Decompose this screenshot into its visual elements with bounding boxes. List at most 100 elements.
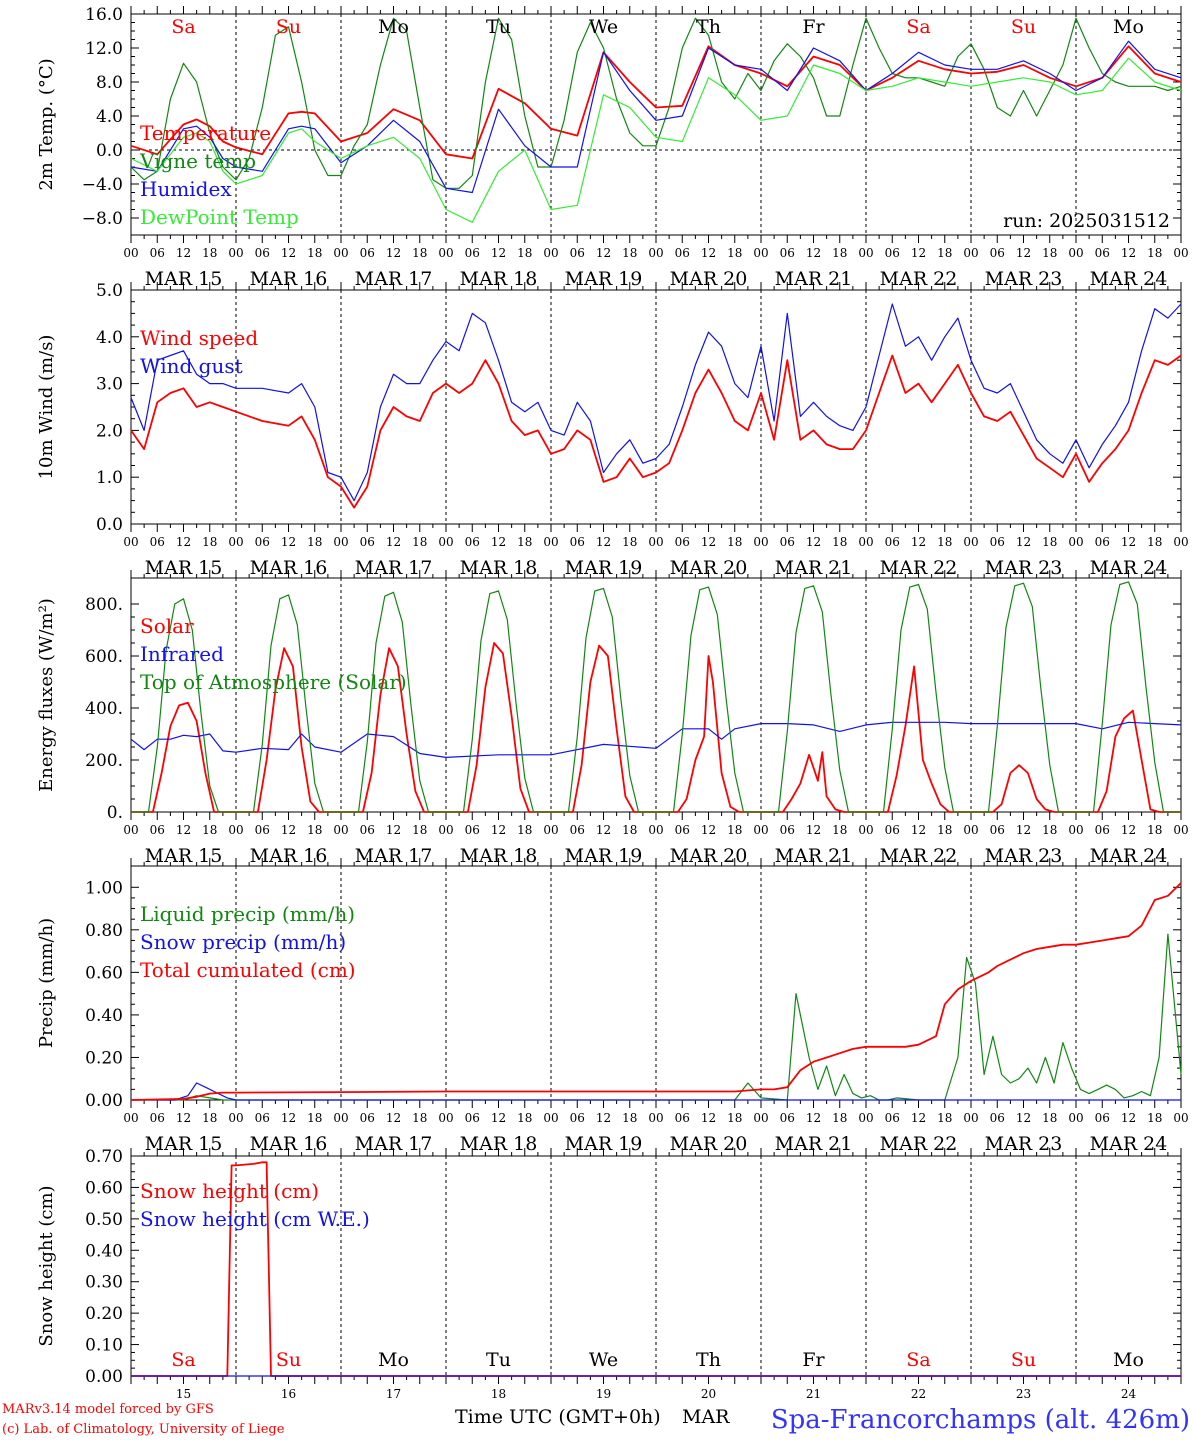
hour-tick-label: 12 [596, 535, 611, 549]
weekday-label: We [589, 16, 618, 38]
hour-tick-label: 06 [1095, 535, 1110, 549]
legend-entry: DewPoint Temp [140, 205, 299, 229]
legend-entry: Wind speed [140, 326, 258, 350]
hour-tick-label: 06 [885, 246, 900, 260]
y-tick-label: 2.0 [96, 421, 123, 441]
date-label: MAR 18 [460, 557, 538, 579]
hour-tick-label: 18 [727, 823, 742, 837]
date-label: MAR 24 [1090, 1133, 1168, 1155]
date-label: MAR 19 [565, 1133, 643, 1155]
date-label: MAR 23 [985, 1133, 1063, 1155]
hour-tick-label: 00 [438, 823, 453, 837]
legend-entry: Snow height (cm) [140, 1179, 319, 1203]
hour-tick-label: 18 [1147, 1111, 1162, 1125]
date-label: MAR 20 [670, 557, 748, 579]
date-label: MAR 18 [460, 845, 538, 867]
date-label: MAR 15 [145, 557, 223, 579]
hour-tick-label: 06 [990, 823, 1005, 837]
series-line-vigne-temp [130, 17, 1182, 189]
hour-tick-label: 00 [543, 535, 558, 549]
hour-tick-label: 12 [1016, 535, 1031, 549]
hour-tick-label: 00 [963, 535, 978, 549]
hour-tick-label: 18 [517, 535, 532, 549]
hour-tick-label: 00 [648, 535, 663, 549]
y-tick-label: 0.40 [85, 1241, 123, 1261]
date-label: MAR 19 [565, 557, 643, 579]
hour-tick-label: 12 [701, 1111, 716, 1125]
legend-entry: Wind gust [140, 354, 243, 378]
legend-entry: Vigne temp [139, 149, 256, 173]
hour-tick-label: 12 [491, 246, 506, 260]
hour-tick-label: 06 [990, 246, 1005, 260]
hour-tick-label: 18 [622, 823, 637, 837]
weekday-label: Th [696, 1349, 721, 1371]
date-label: MAR 24 [1090, 557, 1168, 579]
legend-entry: Top of Atmosphere (Solar) [140, 670, 407, 694]
station-label: Spa-Francorchamps (alt. 426m) [771, 1405, 1190, 1435]
chart-panel-3: 0. 200. 400. 600. 800. Energy fluxes (W/m²) So… [36, 570, 1189, 867]
hour-tick-label: 06 [570, 1111, 585, 1125]
series-line-snow-precip-mm-h [131, 1082, 1181, 1101]
hour-tick-label: 12 [911, 823, 926, 837]
y-tick-label: 400. [85, 699, 123, 719]
hour-tick-label: 06 [465, 246, 480, 260]
weekday-label: Su [276, 16, 301, 38]
hour-tick-label: 06 [150, 823, 165, 837]
y-tick-label: 0.20 [85, 1048, 123, 1068]
day-number-label: 23 [1016, 1387, 1031, 1401]
hour-tick-label: 00 [543, 823, 558, 837]
hour-tick-label: 06 [675, 535, 690, 549]
chart-panel-5: 0.00 0.10 0.20 0.30 0.40 0.50 0.60 0.70 Snow hei… [36, 1147, 1182, 1401]
weekday-label: Sa [906, 1349, 930, 1371]
legend-entry: Snow precip (mm/h) [140, 930, 346, 954]
chart-panel-2: 0.0 1.0 2.0 3.0 4.0 5.0 10m Wind (m/s) Wind spe… [36, 281, 1189, 579]
date-label: MAR 18 [460, 268, 538, 290]
hour-tick-label: 00 [963, 1111, 978, 1125]
weekday-label: Fr [802, 16, 825, 38]
hour-tick-label: 00 [123, 535, 138, 549]
y-tick-label: 0.60 [85, 963, 123, 983]
weekday-label: Tu [486, 16, 511, 38]
y-axis-label: Snow height (cm) [36, 1185, 57, 1346]
hour-tick-label: 18 [622, 535, 637, 549]
hour-tick-label: 06 [780, 823, 795, 837]
hour-tick-label: 06 [360, 535, 375, 549]
hour-tick-label: 18 [1147, 535, 1162, 549]
model-credit-line1: MARv3.14 model forced by GFS [2, 1402, 214, 1417]
hour-tick-label: 00 [228, 823, 243, 837]
legend-entry: Infrared [140, 642, 224, 666]
hour-tick-label: 00 [648, 823, 663, 837]
hour-tick-label: 18 [202, 823, 217, 837]
date-label: MAR 19 [565, 845, 643, 867]
hour-tick-label: 06 [570, 246, 585, 260]
hour-tick-label: 18 [727, 535, 742, 549]
hour-tick-label: 18 [1147, 246, 1162, 260]
hour-tick-label: 12 [491, 823, 506, 837]
hour-tick-label: 00 [1068, 246, 1083, 260]
y-tick-label: 1.00 [85, 878, 123, 898]
hour-tick-label: 00 [963, 246, 978, 260]
month-label: MAR [682, 1406, 730, 1428]
hour-tick-label: 18 [1042, 823, 1057, 837]
hour-tick-label: 06 [360, 246, 375, 260]
date-label: MAR 20 [670, 845, 748, 867]
series-line-dewpoint-temp [130, 57, 1182, 223]
hour-tick-label: 06 [1095, 1111, 1110, 1125]
y-tick-label: 5.0 [96, 281, 123, 301]
hour-tick-label: 06 [150, 246, 165, 260]
y-tick-label: 200. [85, 751, 123, 771]
hour-tick-label: 18 [832, 246, 847, 260]
hour-tick-label: 18 [517, 1111, 532, 1125]
hour-tick-label: 06 [990, 1111, 1005, 1125]
hour-tick-label: 00 [1068, 535, 1083, 549]
legend-entry: Total cumulated (cm) [140, 958, 356, 982]
y-tick-label: 0.60 [85, 1178, 123, 1198]
hour-tick-label: 00 [858, 823, 873, 837]
hour-tick-label: 06 [255, 823, 270, 837]
hour-tick-label: 18 [937, 823, 952, 837]
y-axis-label: 10m Wind (m/s) [36, 335, 57, 480]
hour-tick-label: 00 [753, 246, 768, 260]
hour-tick-label: 18 [727, 246, 742, 260]
y-tick-label: 4.0 [96, 107, 123, 127]
